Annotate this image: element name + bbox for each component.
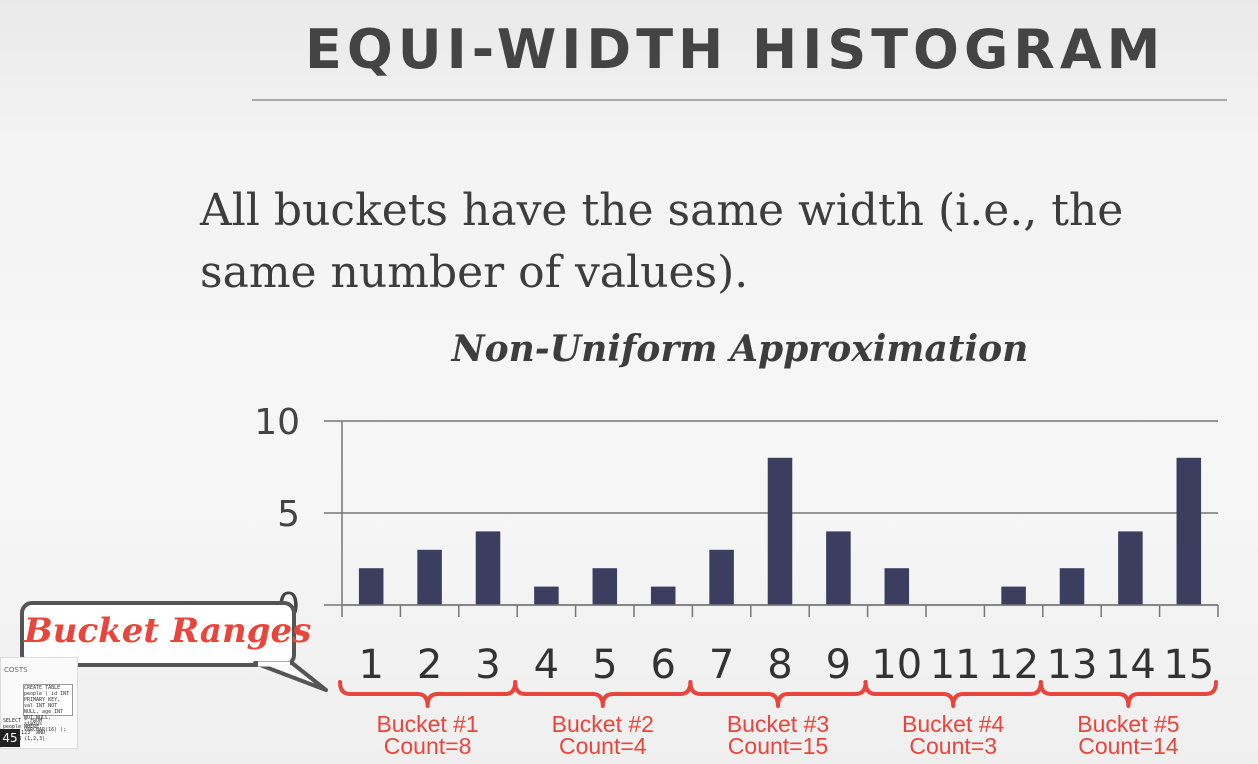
bar bbox=[592, 568, 618, 605]
bar bbox=[534, 586, 559, 605]
bar bbox=[709, 549, 734, 605]
bar bbox=[358, 568, 384, 605]
bar bbox=[826, 531, 851, 605]
x-tick-label: 2 bbox=[417, 642, 442, 688]
bar bbox=[417, 549, 442, 605]
bucket-name-label: Bucket #1 bbox=[376, 711, 478, 737]
x-tick-label: 4 bbox=[534, 642, 559, 688]
x-tick-label: 7 bbox=[709, 642, 734, 688]
x-tick-label: 3 bbox=[475, 642, 500, 688]
bucket-bracket bbox=[688, 680, 868, 708]
bucket-count-label: Count=15 bbox=[728, 733, 828, 759]
bar bbox=[650, 586, 676, 605]
thumbnail-query: SELECT * FROM people WHERE id = '123' AN… bbox=[3, 718, 46, 742]
bucket-name-label: Bucket #5 bbox=[1077, 711, 1179, 737]
bucket-count-label: Count=4 bbox=[559, 733, 647, 759]
y-tick-label: 5 bbox=[277, 494, 300, 535]
title-divider bbox=[252, 99, 1227, 101]
bar bbox=[767, 457, 793, 605]
slide-title: EQUI-WIDTH HISTOGRAM bbox=[305, 18, 1166, 81]
x-tick-label: 11 bbox=[930, 642, 981, 688]
x-tick-label: 9 bbox=[826, 642, 851, 688]
bucket-bracket bbox=[338, 680, 518, 708]
bucket-name-label: Bucket #3 bbox=[727, 711, 829, 737]
bar bbox=[1059, 568, 1085, 605]
bar bbox=[475, 531, 501, 605]
bucket-name-label: Bucket #4 bbox=[902, 711, 1004, 737]
bar bbox=[884, 568, 910, 605]
chart-axes: 0510123456789101112131415 bbox=[254, 402, 1219, 688]
thumbnail-title: COSTS bbox=[4, 666, 28, 674]
x-tick-label: 15 bbox=[1163, 642, 1214, 688]
slide-subtitle: All buckets have the same width (i.e., t… bbox=[200, 185, 1124, 298]
bar bbox=[1001, 586, 1026, 605]
bucket-count-label: Count=8 bbox=[384, 733, 472, 759]
x-tick-label: 1 bbox=[358, 642, 383, 688]
x-tick-label: 14 bbox=[1105, 642, 1156, 688]
bucket-count-label: Count=3 bbox=[909, 733, 997, 759]
y-tick-label: 10 bbox=[254, 402, 300, 443]
callout-tail bbox=[253, 661, 328, 692]
chart-title: Non-Uniform Approximation bbox=[451, 328, 1029, 370]
x-tick-label: 13 bbox=[1047, 642, 1098, 688]
x-tick-label: 5 bbox=[592, 642, 617, 688]
x-tick-label: 10 bbox=[871, 642, 922, 688]
x-tick-label: 6 bbox=[650, 642, 675, 688]
bar bbox=[1118, 531, 1143, 605]
thumbnail-code-box: CREATE TABLE people ( id INT PRIMARY KEY… bbox=[23, 684, 73, 733]
bucket-bracket bbox=[513, 680, 693, 708]
x-tick-label: 12 bbox=[988, 642, 1039, 688]
chart-bars bbox=[358, 457, 1202, 605]
bucket-name-label: Bucket #2 bbox=[552, 711, 654, 737]
bucket-bracket bbox=[1038, 680, 1218, 708]
bucket-ranges-callout: Bucket Ranges bbox=[20, 601, 312, 667]
x-tick-label: 8 bbox=[767, 642, 792, 688]
callout-text: Bucket Ranges bbox=[24, 611, 312, 651]
bucket-count-label: Count=14 bbox=[1078, 733, 1179, 759]
bucket-bracket bbox=[863, 680, 1043, 708]
bar bbox=[1176, 457, 1202, 605]
slide-number-badge: 45 bbox=[0, 729, 20, 747]
